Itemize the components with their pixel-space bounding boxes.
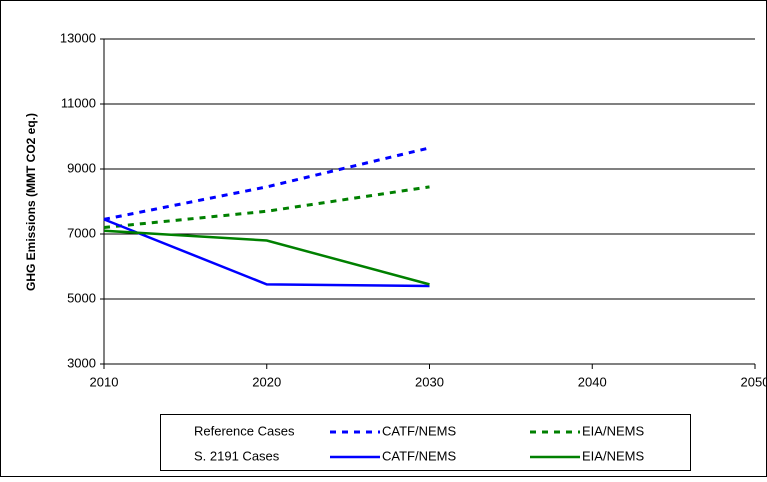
legend-group-label: S. 2191 Cases bbox=[194, 448, 280, 463]
x-tick-label: 2010 bbox=[90, 374, 119, 389]
x-tick-label: 2020 bbox=[252, 374, 281, 389]
x-tick-label: 2050 bbox=[741, 374, 767, 389]
y-tick-label: 9000 bbox=[67, 160, 96, 175]
y-tick-label: 11000 bbox=[61, 95, 96, 110]
y-tick-label: 3000 bbox=[67, 355, 96, 370]
y-tick-label: 13000 bbox=[60, 30, 96, 45]
legend-group-label: Reference Cases bbox=[194, 423, 295, 438]
legend-label: EIA/NEMS bbox=[582, 448, 644, 463]
x-tick-label: 2030 bbox=[415, 374, 444, 389]
series-line bbox=[103, 218, 430, 288]
legend-box bbox=[160, 414, 691, 471]
legend-label: EIA/NEMS bbox=[582, 423, 644, 438]
series-line bbox=[103, 229, 430, 286]
y-axis-title: GHG Emissions (MMT CO2 eq.) bbox=[24, 113, 38, 291]
x-tick-label: 2040 bbox=[578, 374, 607, 389]
series-line bbox=[103, 146, 430, 221]
y-tick-label: 5000 bbox=[67, 290, 96, 305]
legend-label: CATF/NEMS bbox=[382, 423, 456, 438]
y-tick-label: 7000 bbox=[67, 225, 96, 240]
legend-label: CATF/NEMS bbox=[382, 448, 456, 463]
